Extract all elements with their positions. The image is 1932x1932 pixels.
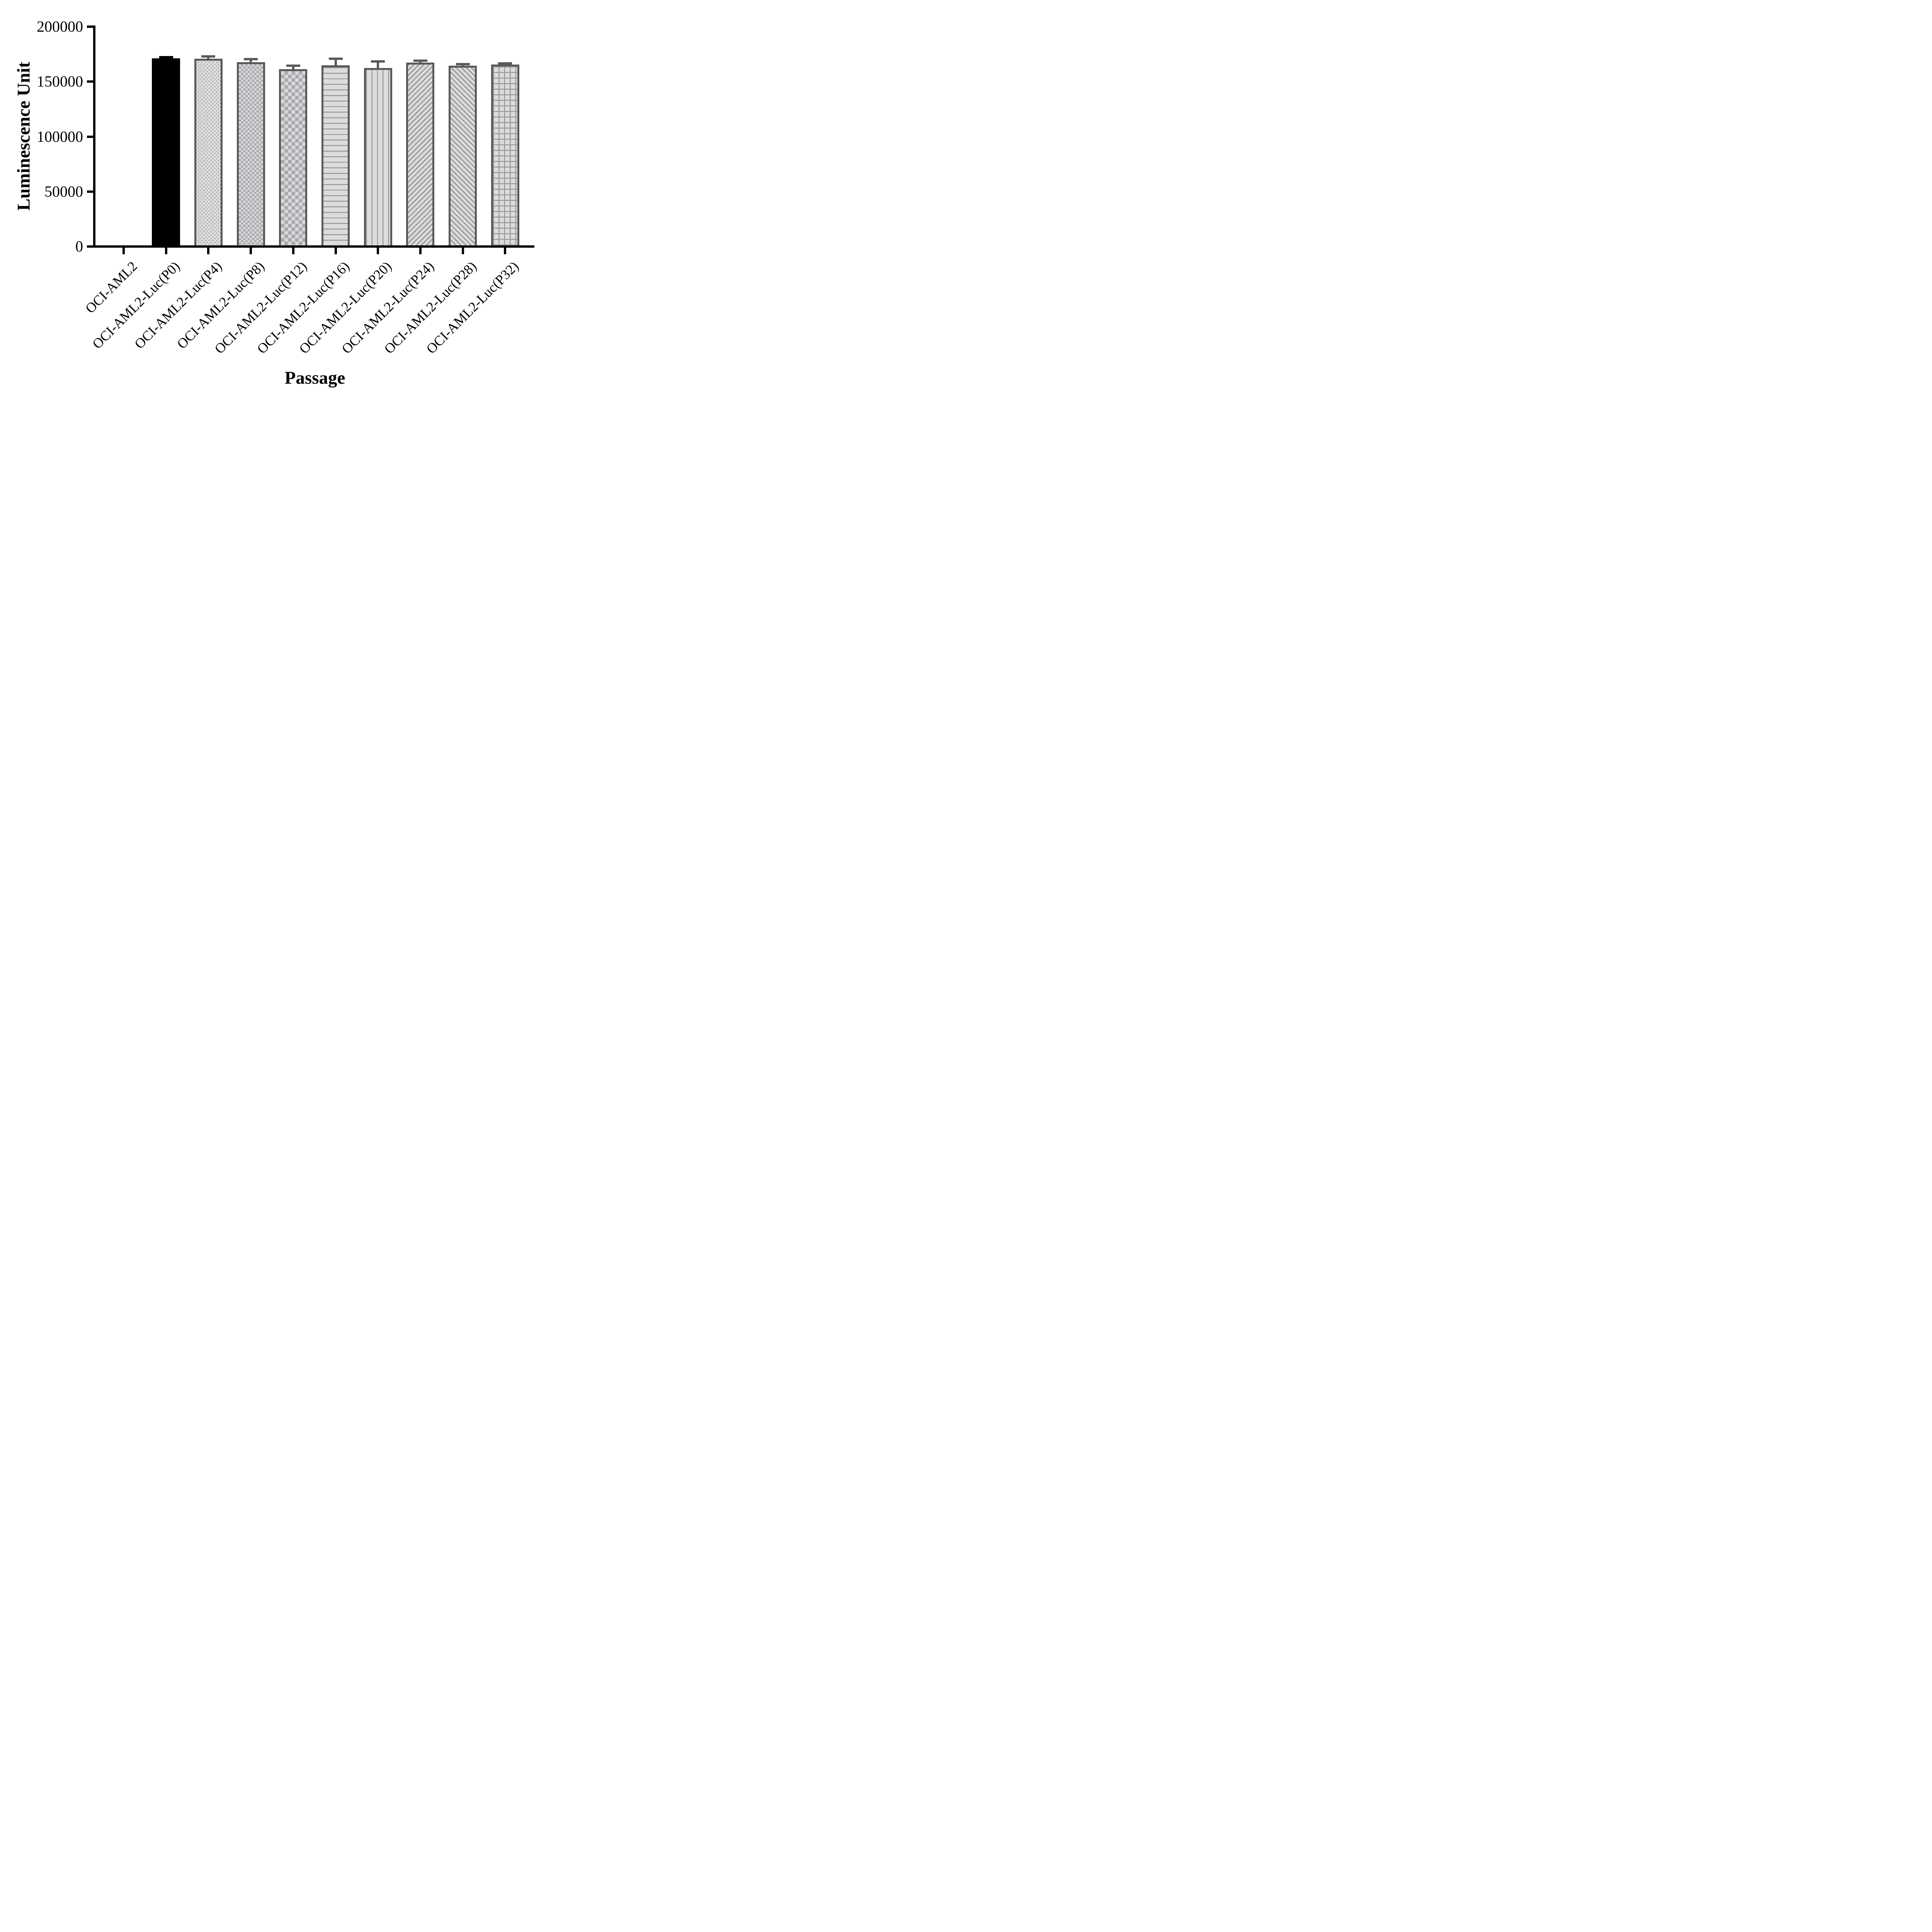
error-bar-cap [328, 58, 343, 60]
error-bar-line [292, 65, 294, 72]
error-bar-cap [456, 63, 470, 66]
x-tick-mark [504, 248, 507, 254]
error-bar-cap [371, 60, 385, 63]
error-bar-cap [498, 62, 512, 65]
bar-OCI-AML2-Luc(P16) [321, 65, 350, 248]
error-bar-cap [201, 55, 216, 58]
x-tick-mark [461, 248, 464, 254]
x-tick-mark [334, 248, 337, 254]
y-tick-mark [87, 80, 93, 83]
bar-OCI-AML2-Luc(P28) [449, 65, 477, 248]
error-bar-cap [159, 56, 173, 58]
bar-OCI-AML2-Luc(P4) [194, 59, 223, 248]
error-bar-line [334, 59, 337, 68]
bar-OCI-AML2-Luc(P20) [364, 68, 392, 248]
y-tick-mark [87, 245, 93, 248]
x-tick-mark [165, 248, 167, 254]
error-bar-cap [286, 64, 300, 67]
bar-OCI-AML2-Luc(P24) [406, 62, 435, 248]
bar-OCI-AML2-Luc(P0) [152, 58, 180, 248]
y-tick-mark [87, 26, 93, 28]
y-tick-label: 0 [75, 238, 83, 255]
y-tick-label: 150000 [37, 73, 83, 90]
y-axis-line [93, 26, 95, 248]
y-tick-mark [87, 190, 93, 193]
error-bar-line [250, 59, 252, 65]
y-tick-label: 100000 [37, 128, 83, 145]
bar-OCI-AML2-Luc(P12) [279, 69, 308, 248]
y-tick-label: 200000 [37, 18, 83, 36]
bar-chart: Luminescence Unit 0 50000 100000 150000 2000… [0, 0, 569, 404]
x-tick-mark [207, 248, 210, 254]
error-bar-cap [244, 58, 258, 60]
x-tick-mark [122, 248, 125, 254]
error-bar-cap [413, 59, 427, 62]
bar-OCI-AML2-Luc(P32) [491, 65, 519, 248]
x-tick-mark [250, 248, 252, 254]
x-tick-mark [419, 248, 422, 254]
x-tick-mark [377, 248, 379, 254]
x-axis-title: Passage [284, 368, 345, 388]
y-tick-mark [87, 135, 93, 138]
bar-OCI-AML2-Luc(P8) [236, 62, 265, 248]
y-tick-label: 50000 [44, 182, 83, 200]
x-tick-mark [292, 248, 294, 254]
error-bar-line [377, 61, 379, 71]
x-axis-line [93, 245, 534, 248]
